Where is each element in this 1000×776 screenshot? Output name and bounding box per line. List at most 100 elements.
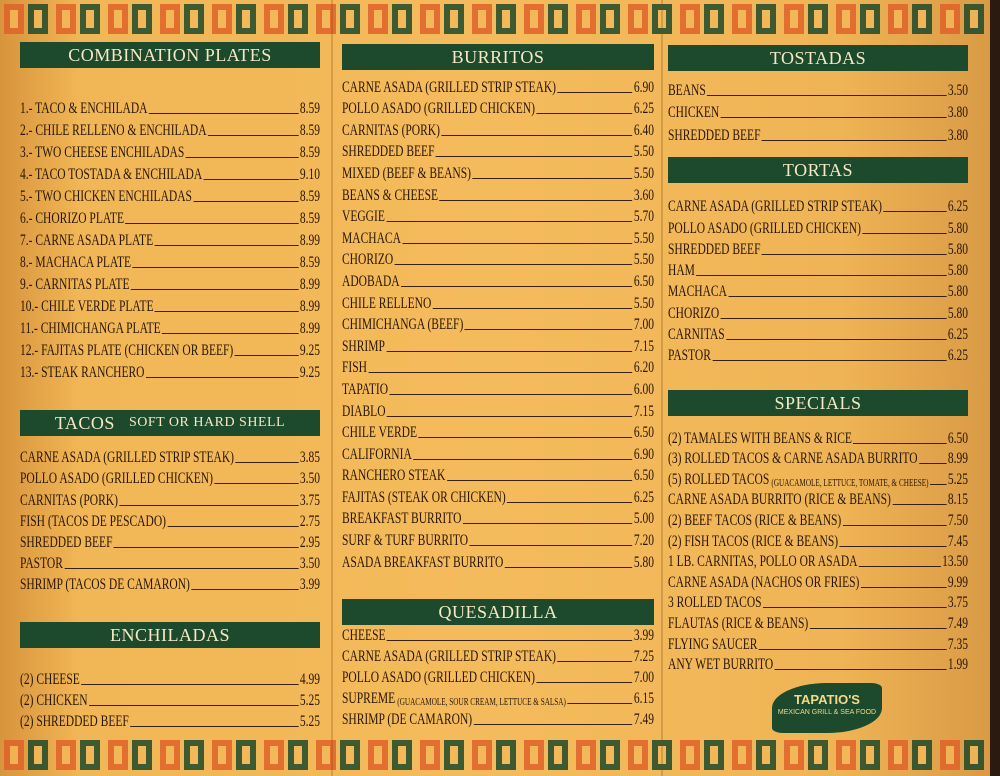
item-name: (3) ROLLED TACOS & CARNE ASADA BURRITO	[668, 450, 918, 468]
item-price: 2.95	[299, 533, 320, 551]
item-name: CHORIZO	[668, 304, 720, 322]
item-name: (2) SHREDDED BEEF	[20, 713, 129, 730]
item-name: POLLO ASADO (GRILLED CHICKEN)	[342, 669, 535, 686]
item-price: 7.20	[633, 532, 654, 550]
item-list: CARNE ASADA (GRILLED STRIP STEAK) 6.90 POL…	[342, 75, 654, 572]
leader-line	[504, 566, 633, 568]
menu-item: (2) FISH TACOS (RICE & BEANS) 7.45	[668, 530, 968, 551]
item-price: 7.45	[947, 532, 968, 550]
leader-line	[472, 177, 633, 179]
item-name: BEANS	[668, 81, 706, 99]
menu-item: SHRIMP (DE CAMARON) 7.49	[342, 708, 654, 729]
leader-line	[853, 442, 947, 444]
item-price: 8.99	[299, 232, 320, 249]
leader-line	[707, 94, 947, 96]
leader-line	[386, 415, 633, 417]
menu-item: CHORIZO 5.80	[668, 301, 968, 322]
item-name: CARNE ASADA BURRITO (RICE & BEANS)	[668, 491, 891, 509]
menu-item: CHEESE 3.99	[342, 624, 654, 645]
menu-item: 4.- TACO TOSTADA & ENCHILADA 9.10	[20, 162, 320, 184]
item-price: 3.99	[299, 576, 320, 594]
leader-line	[728, 296, 947, 298]
item-price: 8.99	[947, 450, 968, 468]
item-name: SHRIMP (TACOS DE CAMARON)	[20, 576, 190, 594]
item-price: 13.50	[942, 553, 968, 571]
item-price: 9.10	[299, 166, 320, 183]
leader-line	[464, 329, 633, 331]
leader-line	[386, 221, 633, 223]
item-price: 6.50	[633, 467, 654, 485]
item-price: 7.49	[947, 614, 968, 632]
item-price: 6.25	[947, 198, 968, 216]
menu-item: SHRIMP (TACOS DE CAMARON) 3.99	[20, 573, 320, 594]
leader-line	[418, 437, 633, 439]
menu-item: (2) CHICKEN 5.25	[20, 689, 320, 710]
leader-line	[394, 264, 633, 266]
item-name: 1.- TACO & ENCHILADA	[20, 100, 148, 117]
item-price: 7.35	[947, 635, 968, 653]
item-price: 8.15	[947, 491, 968, 509]
menu-item: VEGGIE 5.70	[342, 205, 654, 227]
leader-line	[842, 524, 947, 526]
item-name: CARNITAS (PORK)	[342, 121, 440, 139]
leader-line	[720, 317, 947, 319]
section-header: TORTAS	[668, 157, 968, 183]
item-name: (2) CHICKEN	[20, 692, 88, 709]
leader-line	[203, 179, 299, 180]
item-name: 4.- TACO TOSTADA & ENCHILADA	[20, 166, 203, 183]
leader-line	[401, 285, 633, 287]
item-price: 5.50	[633, 294, 654, 312]
item-price: 7.49	[633, 711, 654, 728]
item-name: 6.- CHORIZO PLATE	[20, 210, 124, 227]
menu-item: 11.- CHIMICHANGA PLATE 8.99	[20, 316, 320, 338]
item-price: 8.59	[299, 100, 320, 117]
menu-item: FAJITAS (STEAK OR CHICKEN) 6.25	[342, 485, 654, 507]
item-name: PASTOR	[20, 555, 63, 573]
menu-item: ASADA BREAKFAST BURRITO 5.80	[342, 550, 654, 572]
item-name: 3 ROLLED TACOS	[668, 594, 762, 612]
item-price: 6.90	[633, 445, 654, 463]
section-title: TORTAS	[782, 159, 854, 180]
item-price: 7.00	[633, 669, 654, 686]
item-price: 5.80	[633, 553, 654, 571]
leader-line	[858, 566, 941, 568]
leader-line	[536, 682, 633, 683]
leader-line	[386, 350, 633, 352]
leader-line	[763, 607, 947, 609]
item-name: CHORIZO	[342, 251, 394, 269]
item-name: 10.- CHILE VERDE PLATE	[20, 298, 154, 315]
item-price: 5.50	[633, 164, 654, 182]
menu-item: (5) ROLLED TACOS (GUACAMOLE, LETTUCE, TOM…	[668, 468, 968, 489]
menu-item: DIABLO 7.15	[342, 399, 654, 421]
leader-line	[185, 157, 299, 158]
item-price: 7.25	[633, 648, 654, 665]
item-price: 9.25	[299, 342, 320, 359]
item-name: SHREDDED BEEF	[342, 143, 435, 161]
item-name: (2) BEEF TACOS (RICE & BEANS)	[668, 511, 842, 529]
menu-item: 3.- TWO CHEESE ENCHILADAS 8.59	[20, 140, 320, 162]
menu-item: CARNE ASADA (GRILLED STRIP STEAK) 6.25	[668, 195, 968, 216]
menu-item: PASTOR 6.25	[668, 344, 968, 365]
item-name: SHRIMP (DE CAMARON)	[342, 711, 473, 728]
menu-item: 1 LB. CARNITAS, POLLO OR ASADA 13.50	[668, 551, 968, 572]
item-price: 7.00	[633, 316, 654, 334]
leader-line	[536, 113, 633, 115]
item-name: POLLO ASADO (GRILLED CHICKEN)	[342, 100, 535, 118]
item-name: FLAUTAS (RICE & BEANS)	[668, 614, 809, 632]
fold	[331, 0, 333, 776]
leader-line	[507, 501, 633, 503]
leader-line	[446, 480, 633, 482]
menu-item: SHRIMP 7.15	[342, 334, 654, 356]
item-price: 3.85	[299, 449, 320, 467]
leader-line	[862, 232, 947, 234]
leader-line	[235, 462, 299, 464]
item-price: 6.25	[633, 488, 654, 506]
leader-line	[113, 546, 299, 548]
bottom-border	[0, 740, 990, 770]
logo-tagline: MEXICAN GRILL & SEA FOOD	[777, 709, 877, 716]
menu-item: (2) BEEF TACOS (RICE & BEANS) 7.50	[668, 509, 968, 530]
item-name: ASADA BREAKFAST BURRITO	[342, 553, 504, 571]
leader-line	[119, 504, 299, 506]
item-name: CARNE ASADA (GRILLED STRIP STEAK)	[342, 78, 556, 96]
leader-line	[64, 568, 299, 570]
